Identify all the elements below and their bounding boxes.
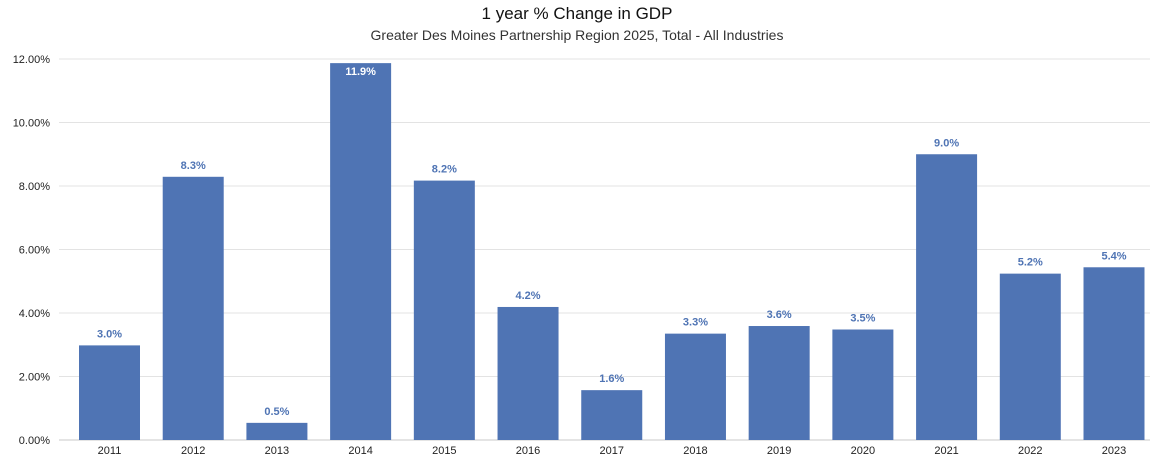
x-tick-label: 2011	[98, 445, 122, 455]
bar	[664, 333, 726, 440]
x-tick-label: 2021	[934, 445, 958, 455]
data-label: 1.6%	[599, 373, 624, 385]
bar	[1083, 267, 1145, 440]
bar	[581, 390, 643, 440]
data-label: 8.3%	[181, 160, 206, 172]
y-tick-label: 6.00%	[19, 245, 50, 257]
data-label: 3.0%	[97, 328, 122, 340]
data-label: 5.2%	[1018, 257, 1043, 269]
y-tick-label: 12.00%	[13, 54, 51, 66]
data-label: 3.3%	[683, 317, 708, 329]
x-tick-label: 2023	[1102, 445, 1126, 455]
bar	[79, 345, 140, 440]
x-tick-label: 2017	[600, 445, 624, 455]
x-tick-label: 2019	[767, 445, 791, 455]
data-label: 4.2%	[516, 290, 541, 302]
bar	[413, 180, 475, 441]
x-tick-label: 2018	[683, 445, 707, 455]
bar	[246, 422, 308, 440]
bar	[330, 63, 392, 440]
x-tick-label: 2012	[181, 445, 205, 455]
chart-subtitle: Greater Des Moines Partnership Region 20…	[370, 27, 784, 43]
x-tick-label: 2013	[265, 445, 289, 455]
bar	[916, 154, 978, 440]
chart-title: 1 year % Change in GDP	[481, 4, 673, 23]
data-label: 8.2%	[432, 164, 457, 176]
bar	[832, 329, 894, 440]
data-label: 3.5%	[850, 313, 875, 325]
x-tick-label: 2014	[348, 445, 372, 455]
data-label: 0.5%	[264, 406, 289, 418]
data-label: 9.0%	[934, 137, 959, 149]
bar	[497, 306, 559, 440]
y-tick-label: 0.00%	[19, 435, 50, 447]
x-tick-label: 2016	[516, 445, 540, 455]
data-label: 11.9%	[345, 66, 376, 78]
x-tick-label: 2015	[432, 445, 456, 455]
x-tick-label: 2022	[1018, 445, 1042, 455]
bar	[162, 176, 224, 441]
y-tick-label: 8.00%	[19, 181, 50, 193]
data-label: 3.6%	[767, 309, 792, 321]
data-label: 5.4%	[1101, 250, 1126, 262]
bar	[999, 273, 1061, 440]
bar	[748, 326, 810, 440]
y-tick-label: 4.00%	[19, 308, 50, 320]
x-tick-label: 2020	[851, 445, 875, 455]
y-tick-label: 10.00%	[13, 118, 51, 130]
y-tick-label: 2.00%	[19, 372, 50, 384]
